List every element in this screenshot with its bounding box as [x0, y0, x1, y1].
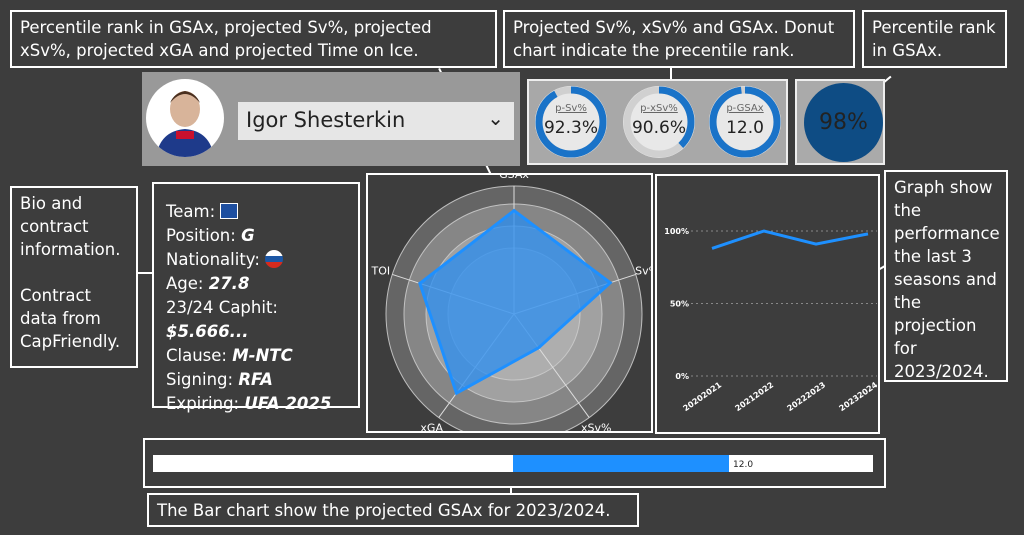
chevron-down-icon[interactable]: ⌄	[487, 106, 504, 130]
y-tick-label: 50%	[670, 300, 689, 309]
bio-nationality: Nationality:	[166, 248, 346, 272]
percentile-value: 98%	[804, 83, 883, 162]
bio-caphit: 23/24 Caphit: $5.666...	[166, 296, 346, 344]
bio-label: Team:	[166, 202, 221, 221]
y-tick-label: 0%	[675, 372, 689, 381]
russia-flag-icon	[265, 250, 284, 268]
annotation-donuts: Projected Sv%, xSv% and GSAx. Donut char…	[503, 10, 855, 68]
radar-panel: GSAx Sv% xSv% xGA TOI	[366, 168, 659, 443]
team-logo-icon	[220, 203, 239, 219]
x-tick-label: 20202021	[682, 380, 724, 413]
bio-value: M-NTC	[232, 346, 293, 365]
donut-bg	[623, 86, 695, 158]
bio-clause: Clause: M-NTC	[166, 344, 346, 368]
y-tick-label: 100%	[664, 227, 689, 236]
x-tick-label: 20232024	[838, 380, 878, 413]
donut-p-gsax: p-GSAx 12.0	[709, 86, 781, 158]
donut-arc	[535, 86, 607, 158]
bio-value: $5.666...	[166, 322, 249, 341]
annotation-radar: Percentile rank in GSAx, projected Sv%, …	[10, 10, 497, 68]
annotation-bio-text: Bio and contract information.	[20, 194, 121, 259]
annotation-bio-text2: Contract data from CapFriendly.	[20, 286, 121, 351]
donut-value: 12.0	[726, 118, 764, 138]
player-name: Igor Shesterkin	[246, 108, 406, 132]
annotation-bio: Bio and contract information. Contract da…	[10, 186, 138, 368]
donut-p-xsv: p-xSv% 90.6%	[623, 86, 695, 158]
bio-expiring: Expiring: UFA 2025	[166, 392, 346, 416]
bar-panel: 12.0	[143, 438, 886, 488]
annotation-percentile: Percentile rank in GSAx.	[862, 10, 1007, 68]
x-tick-label: 20222023	[786, 380, 828, 413]
bio-signing: Signing: RFA	[166, 368, 346, 392]
player-select[interactable]: Igor Shesterkin ⌄	[238, 102, 514, 140]
bar-chart: 12.0	[153, 455, 873, 472]
bar-label: 12.0	[733, 460, 753, 470]
donut-label: p-Sv%	[555, 103, 587, 114]
bio-position: Position: G	[166, 224, 346, 248]
donut-p-sv: p-Sv% 92.3%	[535, 86, 607, 158]
bio-label: Nationality:	[166, 250, 266, 269]
donut-label: p-GSAx	[726, 103, 764, 114]
bio-label: Signing:	[166, 370, 239, 389]
radar-axis-label: xGA	[420, 421, 443, 431]
bio-value: 27.8	[208, 274, 250, 293]
bio-label: Age:	[166, 274, 209, 293]
donut-panel: p-Sv% 92.3% p-xSv% 90.6% p-GSAx 12.0	[527, 79, 788, 165]
percentile-card: 98%	[795, 79, 885, 165]
radar-chart: GSAx Sv% xSv% xGA TOI	[371, 168, 659, 443]
bar-fill	[513, 455, 729, 472]
donut-arc	[709, 86, 781, 158]
line-panel: 0% 50% 100% 20202021 20212022 20222023 2023202…	[655, 174, 880, 434]
radar-axis-label: TOI	[371, 265, 391, 278]
player-header: Igor Shesterkin ⌄	[142, 72, 520, 166]
bio-label: Clause:	[166, 346, 233, 365]
avatar	[146, 79, 224, 157]
line-series	[711, 229, 869, 250]
radar-axis-label: xSv%	[581, 421, 611, 431]
donut-value: 90.6%	[631, 118, 686, 138]
bio-value: RFA	[238, 370, 273, 389]
donut-bg	[535, 86, 607, 158]
bio-panel: Team: Position: G Nationality: Age: 27.8…	[152, 182, 360, 413]
annotation-line: Graph show the performance the last 3 se…	[884, 170, 1008, 382]
donut-arc	[623, 86, 695, 158]
bio-age: Age: 27.8	[166, 272, 346, 296]
annotation-bar: The Bar chart show the projected GSAx fo…	[147, 493, 639, 527]
bio-value: UFA 2025	[244, 394, 332, 413]
bio-label: 23/24 Caphit:	[166, 298, 278, 317]
bio-team: Team:	[166, 200, 346, 224]
donut-bg	[709, 86, 781, 158]
radar-axis-label: Sv%	[635, 265, 651, 278]
donut-value: 92.3%	[543, 118, 598, 138]
line-chart: 0% 50% 100% 20202021 20212022 20222023 2023202…	[664, 227, 879, 413]
radar-axis-label: GSAx	[499, 175, 529, 181]
bio-label: Position:	[166, 226, 242, 245]
donut-label: p-xSv%	[640, 103, 678, 114]
bio-label: Expiring:	[166, 394, 245, 413]
connector	[138, 272, 152, 274]
x-tick-label: 20212022	[734, 380, 776, 413]
bio-value: G	[241, 226, 255, 245]
radar-area	[418, 208, 613, 396]
